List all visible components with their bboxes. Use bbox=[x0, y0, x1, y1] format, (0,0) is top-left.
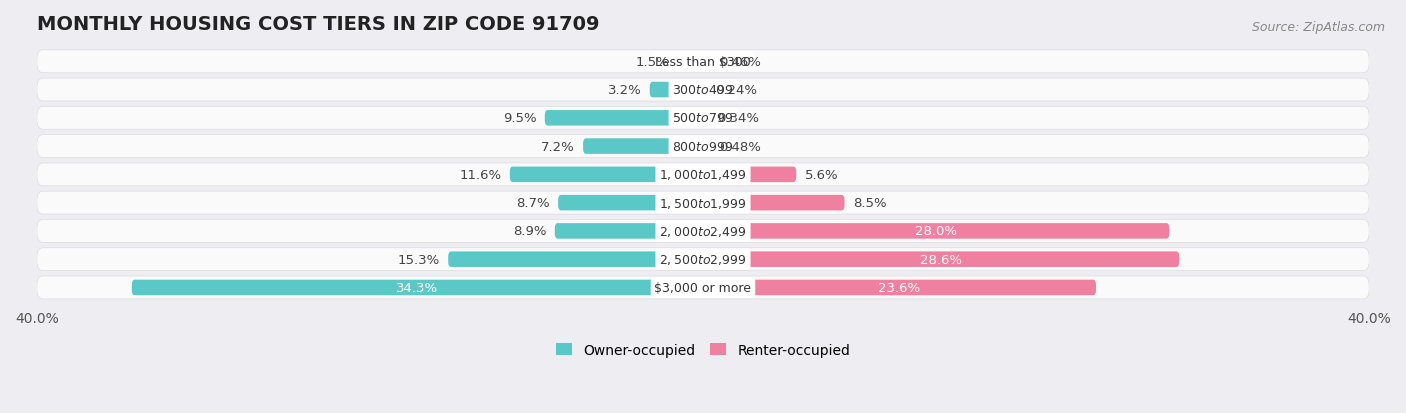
Text: $1,000 to $1,499: $1,000 to $1,499 bbox=[659, 168, 747, 182]
FancyBboxPatch shape bbox=[37, 107, 1369, 130]
FancyBboxPatch shape bbox=[449, 252, 703, 267]
Text: 8.7%: 8.7% bbox=[516, 197, 550, 210]
Text: 8.5%: 8.5% bbox=[853, 197, 887, 210]
FancyBboxPatch shape bbox=[37, 192, 1369, 215]
Text: 5.6%: 5.6% bbox=[804, 169, 838, 181]
FancyBboxPatch shape bbox=[132, 280, 703, 296]
Text: 34.3%: 34.3% bbox=[396, 281, 439, 294]
Text: 0.24%: 0.24% bbox=[716, 84, 758, 97]
Text: 11.6%: 11.6% bbox=[460, 169, 502, 181]
Text: 1.5%: 1.5% bbox=[636, 56, 669, 69]
FancyBboxPatch shape bbox=[703, 83, 707, 98]
Text: 28.6%: 28.6% bbox=[920, 253, 962, 266]
Text: $1,500 to $1,999: $1,500 to $1,999 bbox=[659, 196, 747, 210]
FancyBboxPatch shape bbox=[544, 111, 703, 126]
Text: 0.48%: 0.48% bbox=[720, 140, 761, 153]
FancyBboxPatch shape bbox=[703, 252, 1180, 267]
Text: 9.5%: 9.5% bbox=[503, 112, 537, 125]
Text: 15.3%: 15.3% bbox=[398, 253, 440, 266]
FancyBboxPatch shape bbox=[703, 111, 709, 126]
FancyBboxPatch shape bbox=[650, 83, 703, 98]
FancyBboxPatch shape bbox=[37, 51, 1369, 74]
Text: $2,500 to $2,999: $2,500 to $2,999 bbox=[659, 253, 747, 266]
Text: 0.34%: 0.34% bbox=[717, 112, 759, 125]
FancyBboxPatch shape bbox=[703, 167, 796, 183]
Text: 8.9%: 8.9% bbox=[513, 225, 547, 238]
FancyBboxPatch shape bbox=[703, 195, 845, 211]
FancyBboxPatch shape bbox=[555, 223, 703, 239]
FancyBboxPatch shape bbox=[37, 135, 1369, 158]
Text: 7.2%: 7.2% bbox=[541, 140, 575, 153]
Text: $2,000 to $2,499: $2,000 to $2,499 bbox=[659, 224, 747, 238]
FancyBboxPatch shape bbox=[37, 164, 1369, 186]
FancyBboxPatch shape bbox=[558, 195, 703, 211]
FancyBboxPatch shape bbox=[678, 55, 703, 70]
FancyBboxPatch shape bbox=[703, 223, 1170, 239]
Legend: Owner-occupied, Renter-occupied: Owner-occupied, Renter-occupied bbox=[555, 343, 851, 357]
Text: Less than $300: Less than $300 bbox=[655, 56, 751, 69]
Text: Source: ZipAtlas.com: Source: ZipAtlas.com bbox=[1251, 21, 1385, 33]
Text: $500 to $799: $500 to $799 bbox=[672, 112, 734, 125]
FancyBboxPatch shape bbox=[583, 139, 703, 154]
Text: $800 to $999: $800 to $999 bbox=[672, 140, 734, 153]
FancyBboxPatch shape bbox=[37, 220, 1369, 243]
FancyBboxPatch shape bbox=[703, 139, 711, 154]
Text: 28.0%: 28.0% bbox=[915, 225, 957, 238]
Text: 23.6%: 23.6% bbox=[879, 281, 921, 294]
FancyBboxPatch shape bbox=[703, 280, 1097, 296]
FancyBboxPatch shape bbox=[37, 276, 1369, 299]
Text: MONTHLY HOUSING COST TIERS IN ZIP CODE 91709: MONTHLY HOUSING COST TIERS IN ZIP CODE 9… bbox=[37, 15, 599, 34]
FancyBboxPatch shape bbox=[37, 248, 1369, 271]
Text: $300 to $499: $300 to $499 bbox=[672, 84, 734, 97]
Text: 0.46%: 0.46% bbox=[718, 56, 761, 69]
FancyBboxPatch shape bbox=[510, 167, 703, 183]
FancyBboxPatch shape bbox=[703, 55, 710, 70]
FancyBboxPatch shape bbox=[37, 79, 1369, 102]
Text: $3,000 or more: $3,000 or more bbox=[655, 281, 751, 294]
Text: 3.2%: 3.2% bbox=[607, 84, 641, 97]
